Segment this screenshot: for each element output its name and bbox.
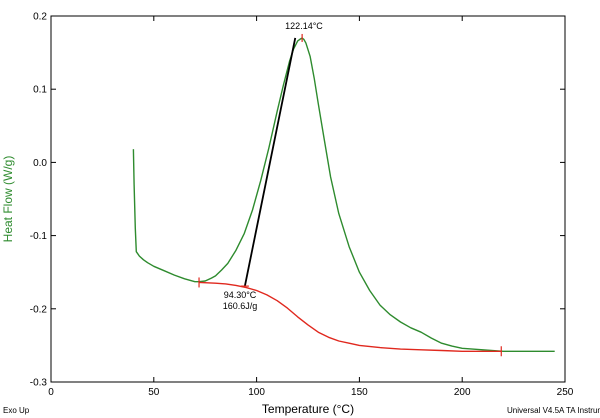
- y-tick-label: -0.1: [30, 231, 48, 242]
- data-series: [132, 37, 555, 352]
- y-tick-label: 0.2: [33, 12, 47, 23]
- y-tick-label: -0.3: [30, 378, 48, 389]
- onset-tangent-line: [243, 37, 297, 287]
- x-tick-label: 150: [351, 387, 368, 398]
- y-tick-label: -0.2: [30, 304, 48, 315]
- x-tick-label: 250: [557, 387, 574, 398]
- exo-up-label: Exo Up: [3, 406, 30, 415]
- y-axis-title: Heat Flow (W/g): [1, 156, 15, 243]
- plot-frame: [50, 15, 566, 383]
- y-tick-label: 0.0: [33, 158, 47, 169]
- peak-temperature-label: 122.14°C: [285, 21, 323, 31]
- y-tick-label: 0.1: [33, 85, 47, 96]
- x-tick-label: 100: [248, 387, 265, 398]
- x-tick-label: 200: [454, 387, 471, 398]
- instrument-label: Universal V4.5A TA Instruments: [507, 406, 600, 415]
- onset-temperature-label: 94.30°C: [224, 290, 257, 300]
- enthalpy-label: 160.6J/g: [223, 301, 258, 311]
- markers: [198, 33, 502, 357]
- x-tick-label: 50: [148, 387, 160, 398]
- heat-flow-curve: [132, 37, 555, 352]
- x-axis-ticks: 0 50 100 150 200 250: [48, 16, 574, 398]
- x-axis-title: Temperature (°C): [262, 402, 354, 416]
- integration-baseline-curve: [198, 281, 502, 352]
- x-tick-label: 0: [48, 387, 54, 398]
- y-axis-ticks: -0.3 -0.2 -0.1 0.0 0.1 0.2: [30, 12, 565, 389]
